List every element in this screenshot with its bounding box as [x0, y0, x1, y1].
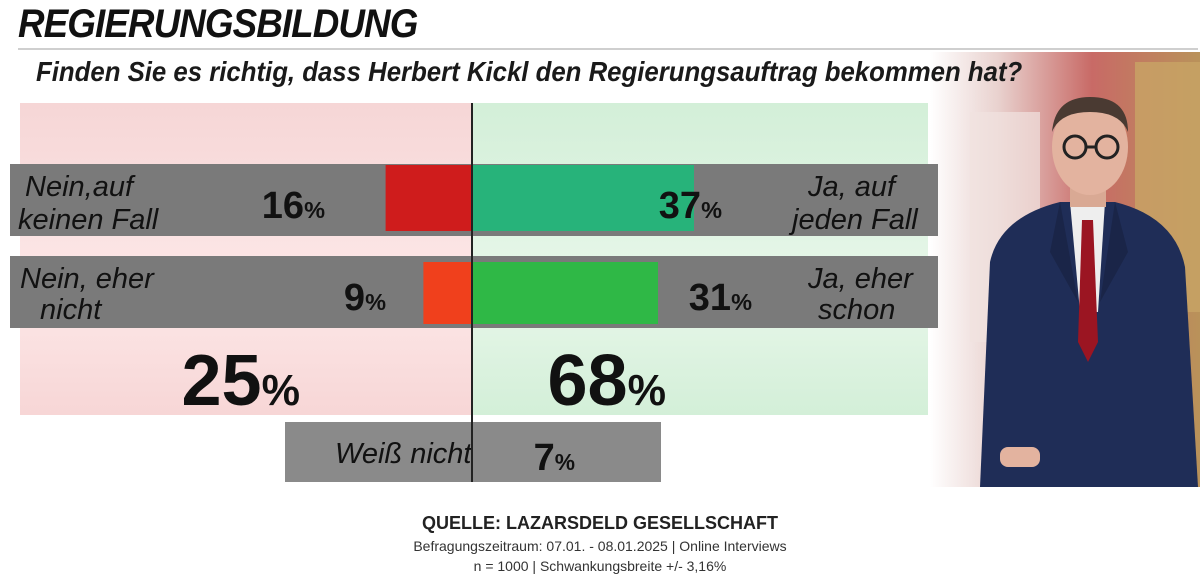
- person-photo: [930, 52, 1200, 487]
- label-no-mild-line1: Nein, eher: [20, 263, 155, 295]
- label-yes-mild-line2: schon: [818, 294, 895, 326]
- label-no-strong-line1: Nein,auf: [25, 171, 136, 203]
- survey-question: Finden Sie es richtig, dass Herbert Kick…: [36, 56, 1023, 87]
- label-yes-mild-line1: Ja, eher: [807, 263, 914, 295]
- title-divider: [18, 48, 1198, 50]
- survey-chart: Nein,auf keinen Fall Ja, auf jeden Fall …: [10, 103, 938, 482]
- total-yes: 68%: [548, 341, 667, 421]
- bar-yes-strong: [472, 165, 694, 231]
- bar-yes-mild: [472, 262, 658, 324]
- page-title: REGIERUNGSBILDUNG: [18, 2, 418, 46]
- label-yes-strong-line1: Ja, auf: [807, 171, 898, 203]
- label-no-mild-line2: nicht: [40, 294, 103, 326]
- total-no: 25%: [182, 341, 301, 421]
- source-sample: n = 1000 | Schwankungsbreite +/- 3,16%: [473, 558, 727, 574]
- value-yes-strong: 37%: [659, 185, 722, 227]
- person-photo-icon: [930, 52, 1200, 487]
- value-no-mild: 9%: [344, 277, 386, 319]
- label-no-strong-line2: keinen Fall: [18, 204, 160, 236]
- label-yes-strong-line2: jeden Fall: [788, 204, 919, 236]
- bar-no-strong: [385, 165, 472, 231]
- dont-know-value: 7%: [534, 437, 575, 479]
- value-no-strong: 16%: [262, 185, 325, 227]
- source-period: Befragungszeitraum: 07.01. - 08.01.2025 …: [413, 538, 787, 554]
- source-title: QUELLE: LAZARSDELD GESELLSCHAFT: [422, 513, 778, 533]
- dont-know-label: Weiß nicht: [335, 438, 473, 470]
- bar-no-mild: [423, 262, 472, 324]
- value-yes-mild: 31%: [689, 277, 752, 319]
